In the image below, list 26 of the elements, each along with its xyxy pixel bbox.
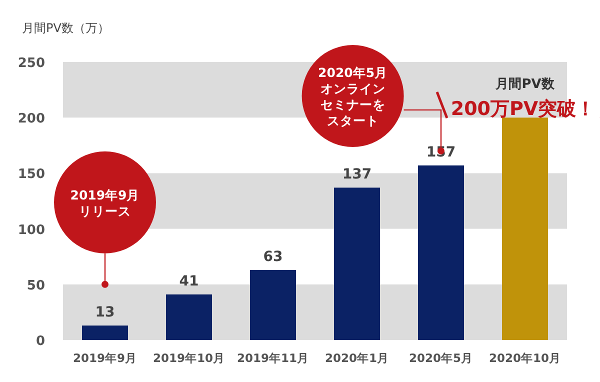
y-tick-label: 50: [26, 278, 45, 294]
x-tick-label: 2020年1月: [324, 351, 390, 365]
data-label: 137: [342, 166, 372, 183]
x-tick-label: 2019年9月: [72, 351, 138, 365]
x-tick-label: 2019年10月: [152, 351, 226, 365]
bar: [250, 270, 296, 340]
bar: [82, 326, 128, 340]
y-tick-label: 100: [18, 222, 45, 238]
data-label: 13: [95, 304, 115, 321]
bar: [502, 118, 548, 340]
bar: [418, 165, 464, 340]
x-tick-label: 2020年5月: [408, 351, 474, 365]
bar: [166, 294, 212, 340]
y-tick-label: 150: [18, 167, 45, 182]
y-tick-label: 250: [18, 56, 45, 71]
data-label: 63: [263, 248, 283, 265]
y-tick-label: 200: [18, 112, 45, 127]
annotation: 2020年5月オンラインセミナーをスタート: [318, 64, 388, 128]
y-axis-title: 月間PV数（万）: [22, 21, 110, 35]
y-tick-label: 0: [36, 334, 45, 349]
bar: [334, 188, 380, 340]
annotation: 2019年9月リリース: [70, 187, 140, 218]
x-tick-label: 2020年10月: [488, 351, 562, 365]
data-label: 41: [179, 273, 199, 290]
x-tick-label: 2019年11月: [236, 351, 310, 365]
annotation: 月間PV数 200万PV突破！: [450, 77, 596, 120]
